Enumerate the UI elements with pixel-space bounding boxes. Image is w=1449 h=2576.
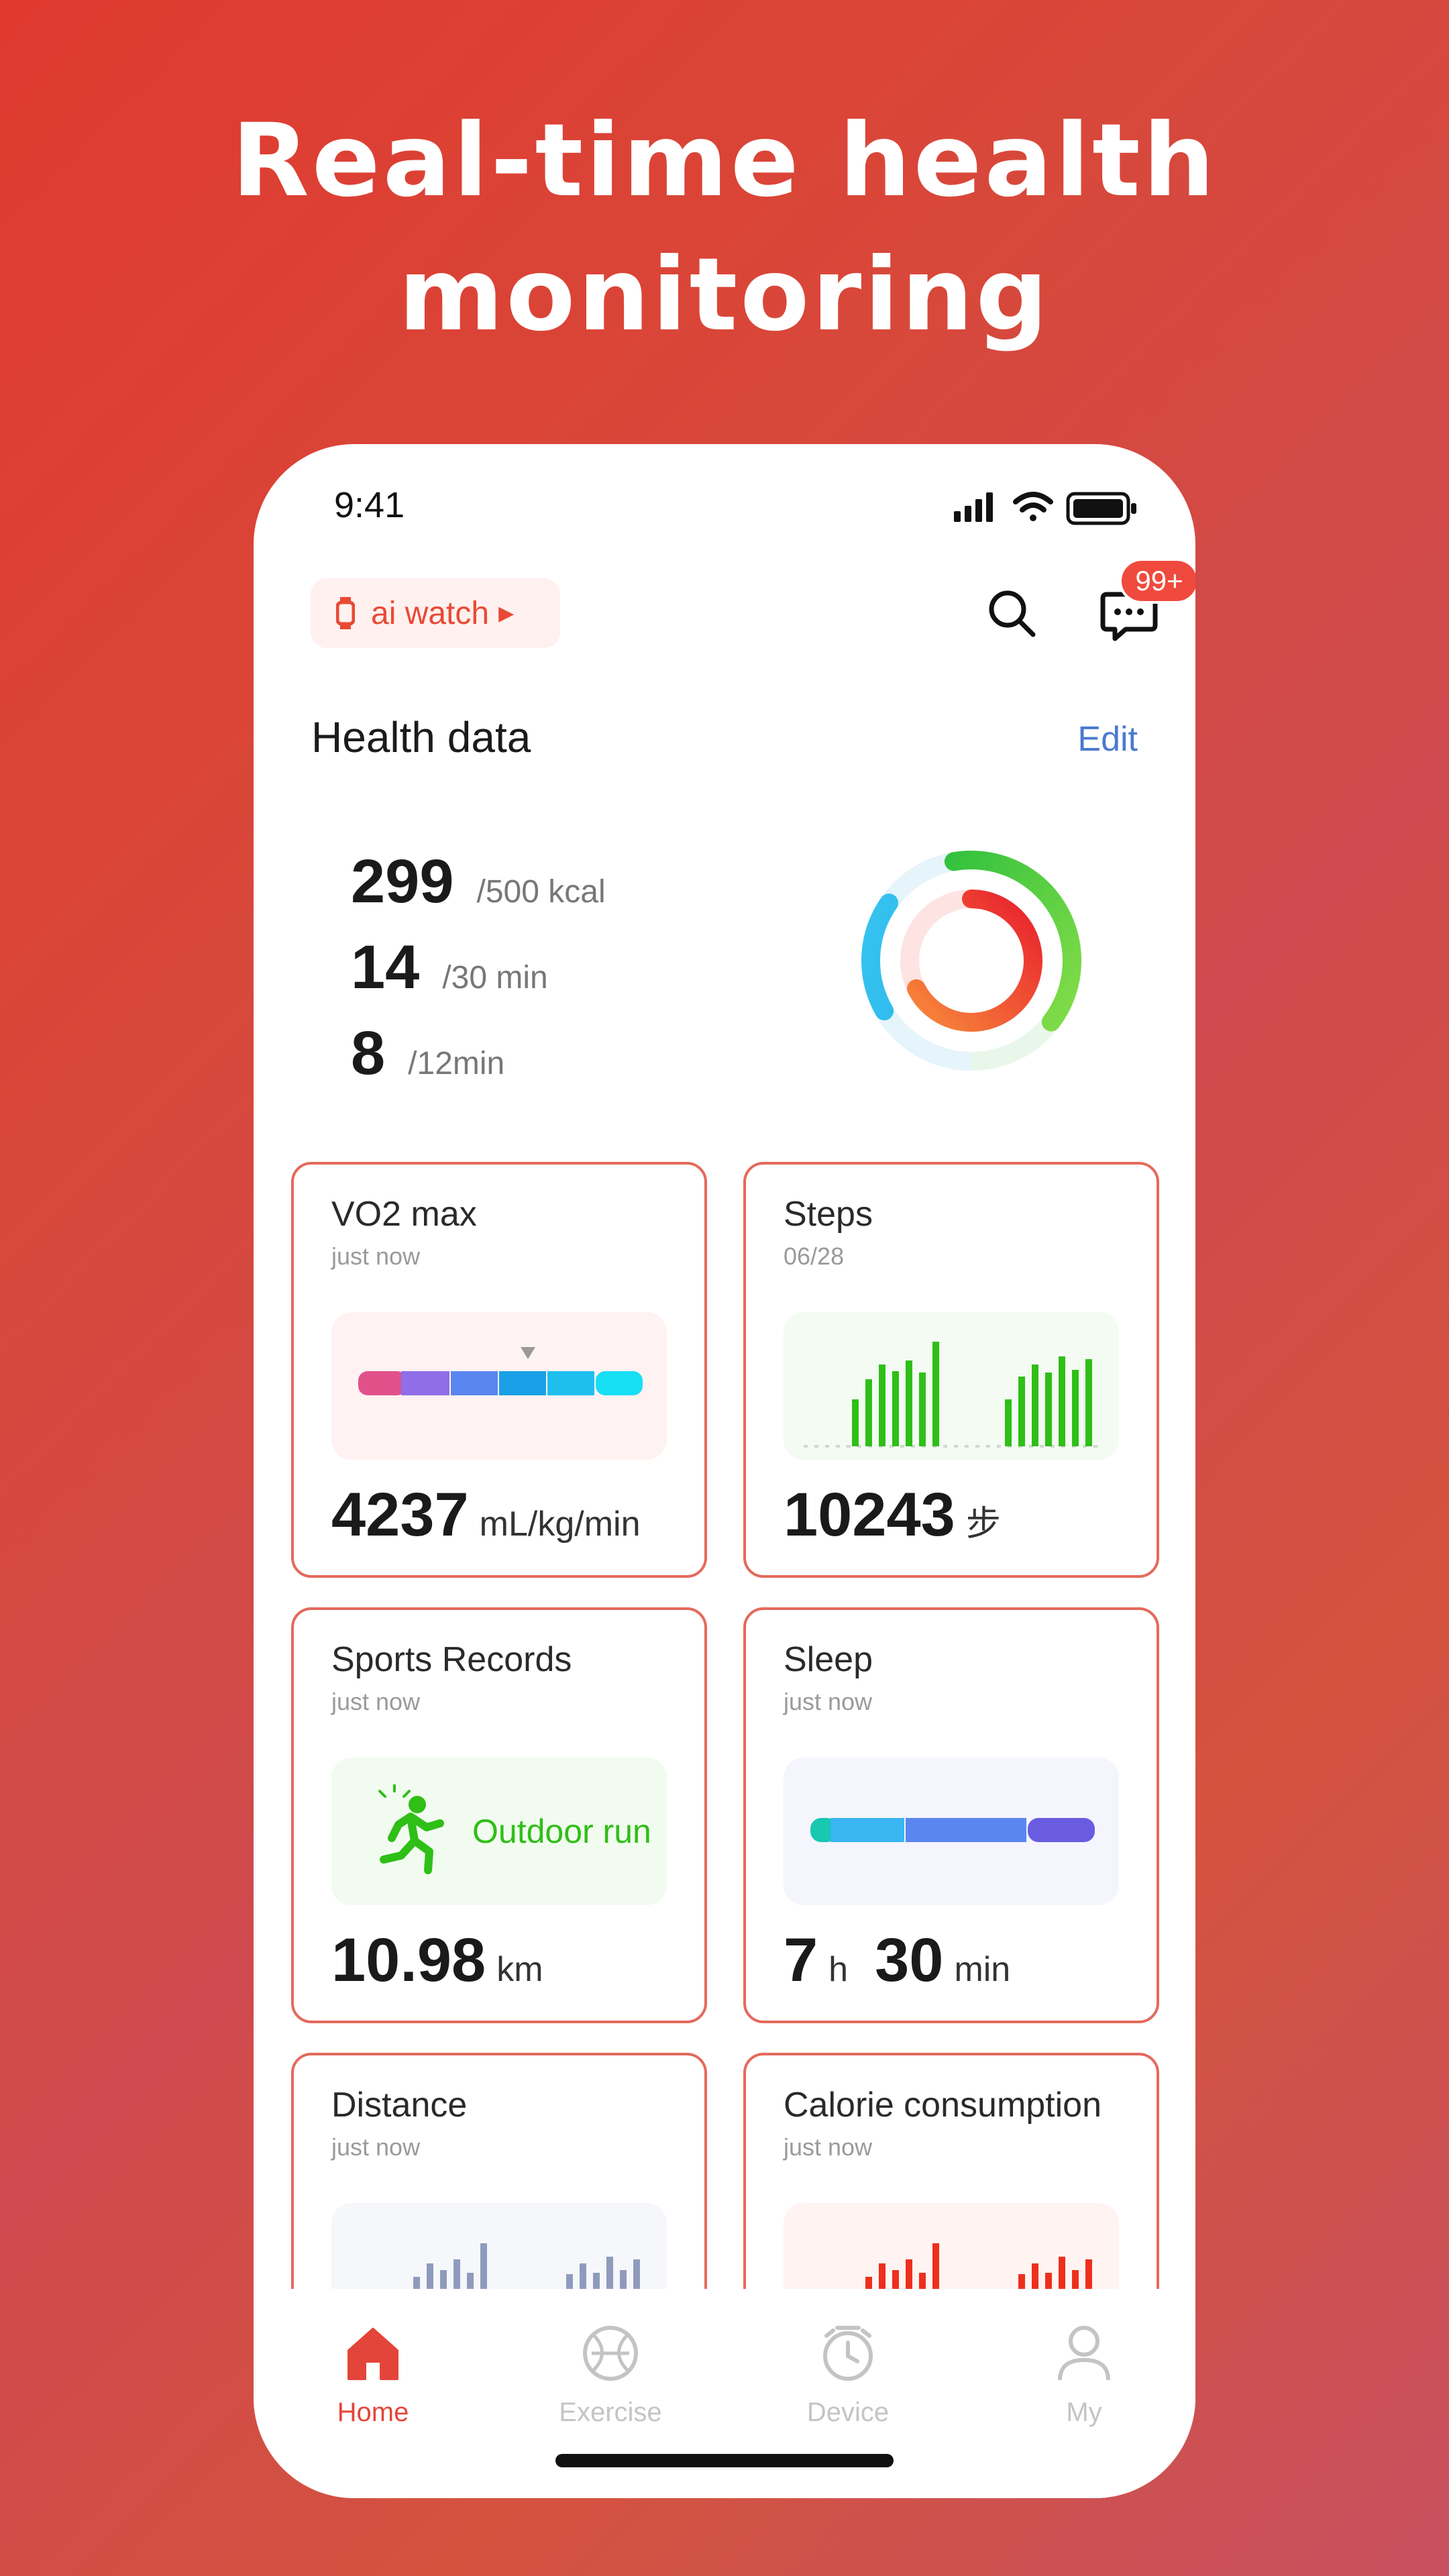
watch-alarm-icon (823, 2326, 873, 2381)
card-subtitle: just now (331, 2133, 421, 2161)
promo-headline: Real-time health monitoring (0, 94, 1449, 362)
vo2-marker-icon (521, 1347, 535, 1359)
card-subtitle: just now (784, 1688, 873, 1715)
sports-records-card[interactable]: Sports Records just now Outdoor run 10.9… (291, 1607, 707, 2023)
sleep-minutes-unit: min (954, 1950, 1011, 1989)
user-icon (1058, 2326, 1110, 2381)
stat-value: 8 (351, 1019, 386, 1087)
card-subtitle: just now (331, 1242, 421, 1270)
phone-screen: 9:41 ai watch ▶ (254, 444, 1195, 2498)
device-selector[interactable]: ai watch ▶ (311, 578, 560, 648)
tab-home[interactable]: Home (292, 2322, 453, 2428)
steps-bars (804, 1342, 1099, 1448)
steps-card[interactable]: Steps 06/28 (743, 1162, 1159, 1578)
tab-my[interactable]: My (1004, 2322, 1165, 2428)
vo2-value: 4237 (331, 1481, 469, 1549)
distance-run-unit: km (496, 1950, 543, 1989)
ring-inner (900, 890, 1042, 1032)
steps-unit: 步 (965, 1505, 1001, 1544)
headline-line-1: Real-time health (231, 103, 1218, 219)
ring-outer (861, 850, 1081, 1071)
caret-right-icon: ▶ (498, 602, 515, 625)
sleep-panel (784, 1758, 1119, 1905)
card-title: Sleep (784, 1640, 873, 1679)
stat-goal: /500 kcal (476, 874, 606, 910)
card-subtitle: just now (784, 2133, 873, 2161)
card-title: Sports Records (331, 1640, 572, 1679)
status-icons (954, 492, 1136, 525)
ring-middle (861, 851, 1081, 1071)
card-value: 7 h 30 min (784, 1925, 1037, 1996)
card-value: 4237 mL/kg/min (331, 1480, 667, 1550)
status-time: 9:41 (334, 485, 405, 525)
activity-rings (861, 850, 1081, 1071)
card-title: Steps (784, 1195, 873, 1234)
home-indicator (555, 2454, 894, 2467)
sleep-hours-unit: h (828, 1950, 849, 1989)
headline-line-2: monitoring (398, 237, 1051, 354)
stat-goal: /12min (408, 1046, 505, 1081)
steps-panel (784, 1312, 1119, 1460)
sleep-minutes: 30 (875, 1926, 944, 1994)
stat-value: 299 (351, 847, 454, 916)
tab-label: Exercise (559, 2398, 662, 2427)
home-icon (347, 2328, 398, 2380)
vo2-panel (331, 1312, 667, 1460)
activity-label: Outdoor run (472, 1813, 651, 1850)
card-title: VO2 max (331, 1195, 477, 1234)
tab-exercise[interactable]: Exercise (530, 2322, 691, 2428)
stat-exercise: 14 /30 min (351, 932, 548, 1003)
device-label: ai watch (371, 595, 490, 631)
wifi-icon (1013, 492, 1053, 521)
tab-label: Home (337, 2398, 409, 2427)
vo2-scale (358, 1347, 643, 1395)
signal-icon (954, 492, 993, 522)
watch-icon (336, 597, 355, 629)
card-value: 10243 步 (784, 1480, 1028, 1550)
sports-panel: Outdoor run (331, 1758, 667, 1905)
vo2-unit: mL/kg/min (479, 1505, 641, 1544)
stat-calories: 299 /500 kcal (351, 847, 606, 917)
steps-value: 10243 (784, 1481, 955, 1549)
sleep-card[interactable]: Sleep just now 7 h 30 min (743, 1607, 1159, 2023)
card-value: 10.98 km (331, 1925, 570, 1996)
vo2-card[interactable]: VO2 max just now 4237 mL/kg/min (291, 1162, 707, 1578)
card-title: Distance (331, 2086, 468, 2125)
sleep-stage-bar (810, 1818, 1095, 1842)
card-title: Calorie consumption (784, 2086, 1102, 2125)
tab-label: My (1066, 2398, 1102, 2427)
stat-value: 14 (351, 933, 420, 1002)
search-icon[interactable] (985, 586, 1038, 640)
section-title: Health data (311, 713, 531, 761)
ball-icon (583, 2326, 638, 2381)
stat-goal: /30 min (442, 960, 548, 996)
battery-icon (1066, 492, 1136, 525)
sleep-hours: 7 (784, 1926, 818, 1994)
edit-link[interactable]: Edit (1077, 720, 1138, 759)
card-subtitle: 06/28 (784, 1242, 845, 1270)
distance-run-value: 10.98 (331, 1926, 486, 1994)
running-icon (378, 1784, 444, 1874)
stat-stand: 8 /12min (351, 1018, 504, 1089)
tab-label: Device (806, 2398, 890, 2427)
tab-device[interactable]: Device (767, 2322, 928, 2428)
notification-badge: 99+ (1119, 558, 1195, 604)
card-subtitle: just now (331, 1688, 421, 1715)
